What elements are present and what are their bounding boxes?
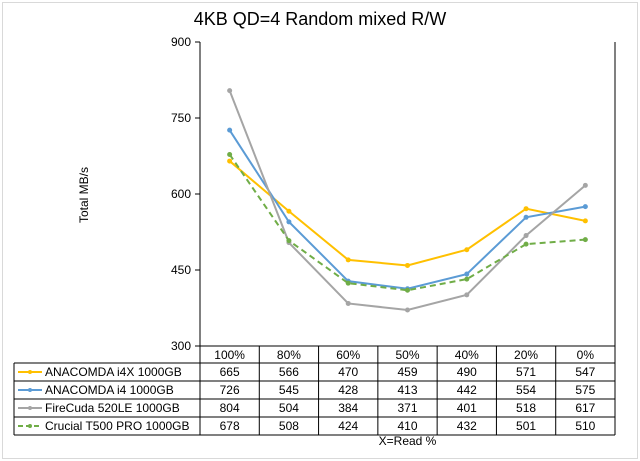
data-point (227, 127, 233, 133)
data-point (523, 233, 529, 239)
legend-key-marker (28, 424, 32, 428)
data-point (286, 238, 292, 244)
data-point (464, 271, 470, 277)
y-tick-label: 600 (171, 187, 191, 201)
legend-series-name: FireCuda 520LE 1000GB (45, 401, 180, 415)
data-table-value: 575 (575, 383, 595, 397)
data-table-value: 490 (457, 365, 477, 379)
y-tick-label: 300 (171, 339, 191, 353)
data-point (464, 292, 470, 298)
data-point (227, 151, 233, 157)
data-table-value: 459 (397, 365, 417, 379)
data-point (345, 300, 351, 306)
data-point (464, 276, 470, 282)
data-point (286, 208, 292, 214)
data-table-value: 442 (457, 383, 477, 397)
x-category-label: 60% (336, 348, 360, 362)
data-table-value: 617 (575, 401, 595, 415)
x-category-label: 0% (577, 348, 595, 362)
x-category-label: 50% (395, 348, 419, 362)
data-table-value: 571 (516, 365, 536, 379)
data-table-value: 508 (279, 419, 299, 433)
data-table-value: 566 (279, 365, 299, 379)
data-table-value: 410 (397, 419, 417, 433)
x-category-label: 100% (214, 348, 245, 362)
legend-key-marker (28, 406, 32, 410)
data-table-value: 545 (279, 383, 299, 397)
series-line (228, 90, 587, 312)
data-point (405, 307, 410, 313)
legend-series-name: ANACOMDA i4 1000GB (45, 383, 174, 397)
data-point (227, 158, 233, 164)
data-table-value: 678 (220, 419, 240, 433)
legend-key-marker (28, 388, 32, 392)
data-table-value: 518 (516, 401, 536, 415)
data-table-value: 504 (279, 401, 299, 415)
series-line (228, 153, 586, 292)
data-point (345, 257, 351, 263)
data-table-value: 726 (220, 383, 240, 397)
data-point (405, 287, 410, 293)
data-table-value: 470 (338, 365, 358, 379)
data-table-value: 554 (516, 383, 536, 397)
data-table-value: 424 (338, 419, 358, 433)
y-tick-label: 900 (171, 35, 191, 49)
x-axis-label: X=Read % (378, 434, 437, 448)
data-table-value: 428 (338, 383, 358, 397)
data-table-value: 413 (397, 383, 417, 397)
data-point (523, 206, 529, 212)
data-point (405, 262, 410, 268)
chart-title: 4KB QD=4 Random mixed R/W (193, 9, 447, 29)
data-point (286, 219, 292, 225)
data-table-value: 432 (457, 419, 477, 433)
y-tick-label: 750 (171, 111, 191, 125)
y-tick-label: 450 (171, 263, 191, 277)
data-table-value: 384 (338, 401, 358, 415)
x-category-label: 80% (277, 348, 301, 362)
data-point (582, 204, 588, 210)
x-category-label: 40% (455, 348, 479, 362)
legend-series-name: Crucial T500 PRO 1000GB (45, 419, 190, 433)
x-category-label: 20% (514, 348, 538, 362)
data-table-value: 501 (516, 419, 536, 433)
data-point (227, 88, 233, 94)
data-table-value: 401 (457, 401, 477, 415)
data-point (345, 280, 351, 286)
legend-series-name: ANACOMDA i4X 1000GB (45, 365, 182, 379)
legend-key-marker (28, 370, 32, 374)
data-point (464, 247, 470, 253)
data-point (582, 182, 588, 188)
data-point (582, 237, 588, 243)
data-table-value: 665 (220, 365, 240, 379)
data-table-value: 371 (397, 401, 417, 415)
data-table-value: 510 (575, 419, 595, 433)
data-table-value: 547 (575, 365, 595, 379)
data-point (523, 241, 529, 247)
data-point (582, 218, 588, 224)
data-table-value: 804 (220, 401, 240, 415)
data-point (523, 214, 529, 220)
